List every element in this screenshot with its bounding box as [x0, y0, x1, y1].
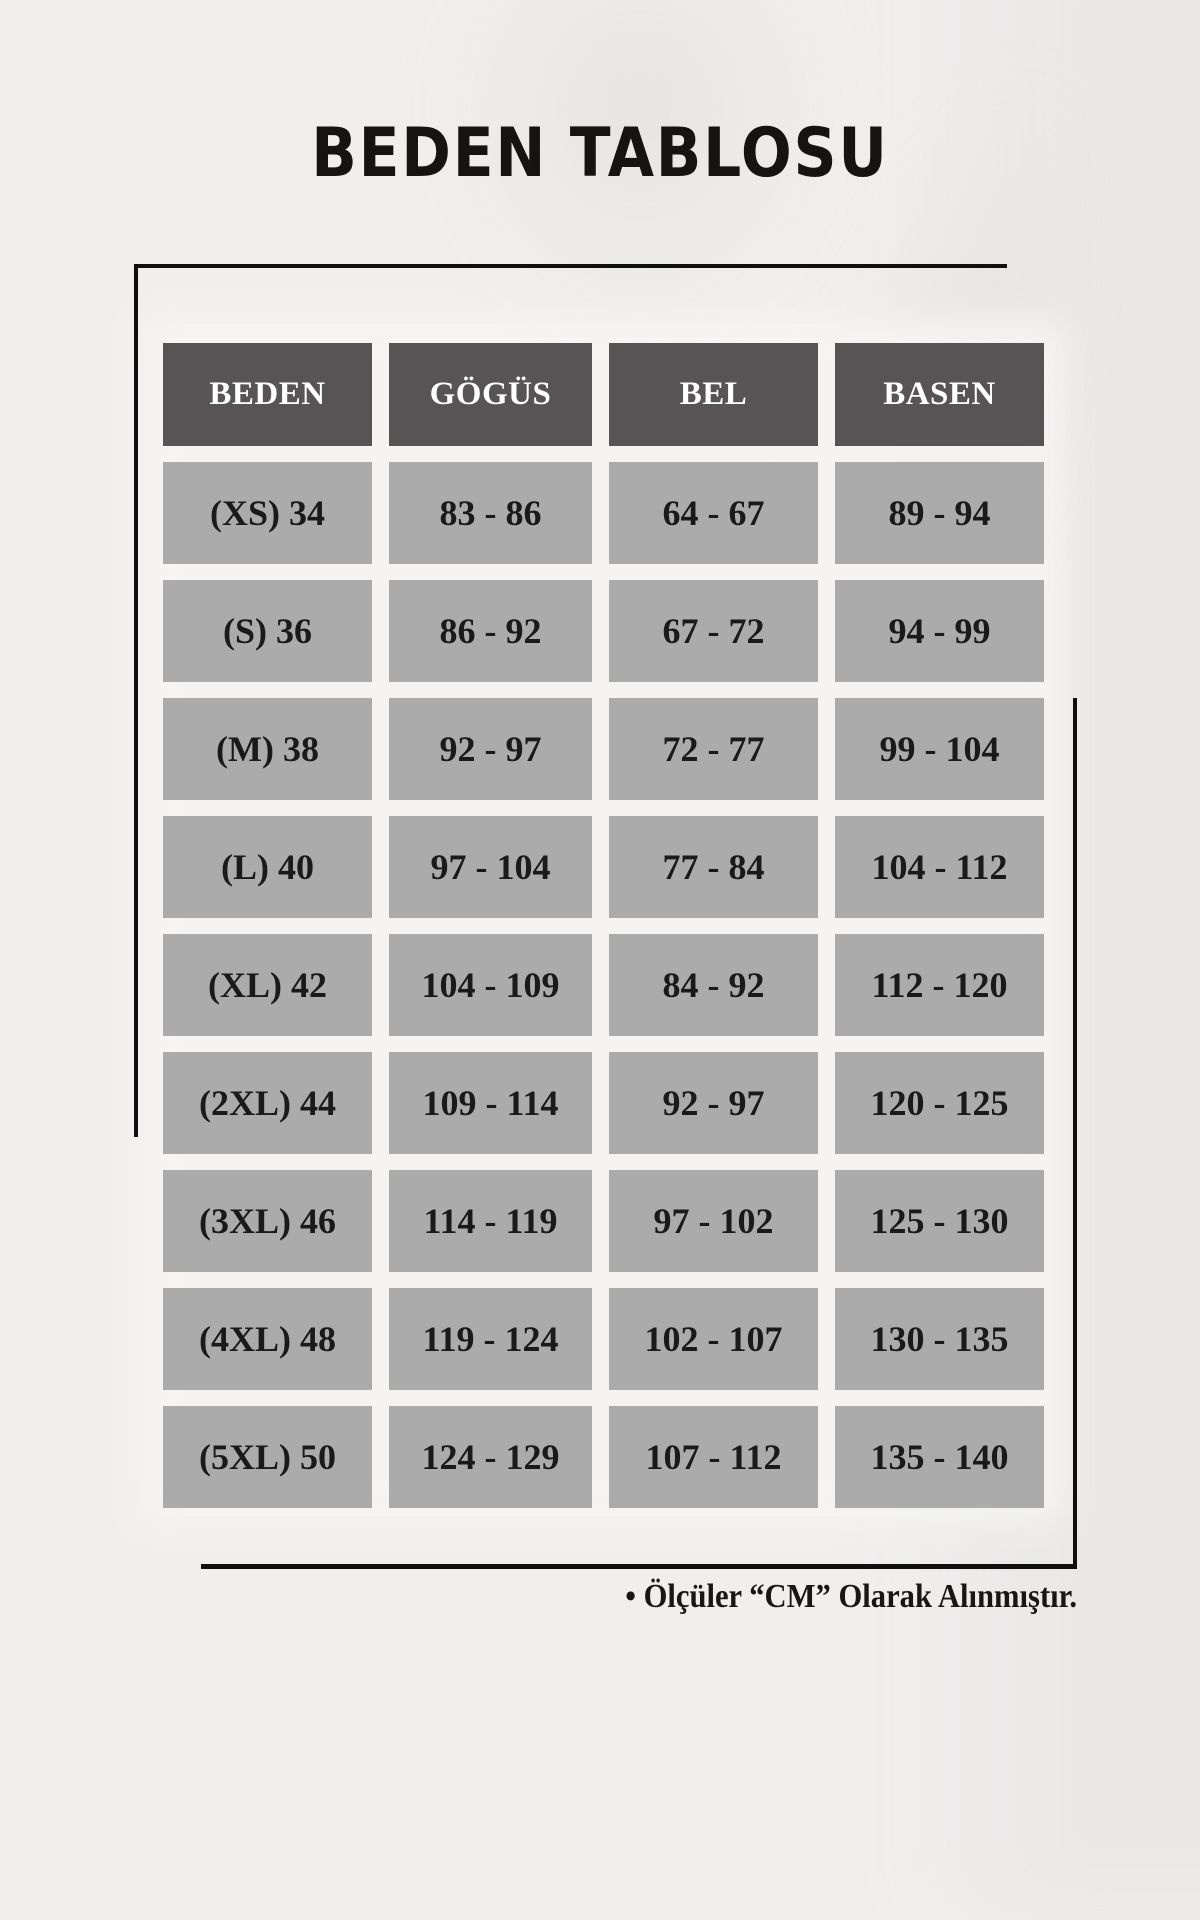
- measurement-cell: 92 - 97: [609, 1052, 818, 1154]
- measurement-cell: 135 - 140: [835, 1406, 1044, 1508]
- header-cell: BEL: [609, 343, 818, 446]
- size-table: BEDEN GÖGÜS BEL BASEN (XS) 34 83 - 86 64 - 67 8…: [163, 343, 1044, 1508]
- measurement-cell: 72 - 77: [609, 698, 818, 800]
- size-label-cell: (L) 40: [163, 816, 372, 918]
- measurement-cell: 94 - 99: [835, 580, 1044, 682]
- measurement-cell: 130 - 135: [835, 1288, 1044, 1390]
- measurement-cell: 89 - 94: [835, 462, 1044, 564]
- size-label-cell: (4XL) 48: [163, 1288, 372, 1390]
- size-label-cell: (XL) 42: [163, 934, 372, 1036]
- size-label-cell: (3XL) 46: [163, 1170, 372, 1272]
- measurement-cell: 104 - 109: [389, 934, 592, 1036]
- measurement-cell: 107 - 112: [609, 1406, 818, 1508]
- size-label-cell: (S) 36: [163, 580, 372, 682]
- frame-line-top: [136, 264, 1007, 268]
- measurement-cell: 77 - 84: [609, 816, 818, 918]
- measurement-cell: 97 - 102: [609, 1170, 818, 1272]
- measurement-note: • Ölçüler “CM” Olarak Alınmıştır.: [625, 1578, 1077, 1615]
- frame-line-right: [1073, 698, 1077, 1569]
- measurement-cell: 67 - 72: [609, 580, 818, 682]
- size-label-cell: (2XL) 44: [163, 1052, 372, 1154]
- page-title: BEDEN TABLOSU: [311, 114, 889, 193]
- header-cell: BASEN: [835, 343, 1044, 446]
- measurement-cell: 114 - 119: [389, 1170, 592, 1272]
- size-label-cell: (XS) 34: [163, 462, 372, 564]
- measurement-cell: 92 - 97: [389, 698, 592, 800]
- header-cell: BEDEN: [163, 343, 372, 446]
- size-label-cell: (M) 38: [163, 698, 372, 800]
- size-label-cell: (5XL) 50: [163, 1406, 372, 1508]
- frame-line-left: [134, 264, 138, 1137]
- header-cell: GÖGÜS: [389, 343, 592, 446]
- measurement-cell: 83 - 86: [389, 462, 592, 564]
- measurement-cell: 102 - 107: [609, 1288, 818, 1390]
- measurement-cell: 120 - 125: [835, 1052, 1044, 1154]
- measurement-cell: 112 - 120: [835, 934, 1044, 1036]
- measurement-cell: 97 - 104: [389, 816, 592, 918]
- measurement-cell: 125 - 130: [835, 1170, 1044, 1272]
- measurement-cell: 104 - 112: [835, 816, 1044, 918]
- measurement-cell: 109 - 114: [389, 1052, 592, 1154]
- measurement-cell: 84 - 92: [609, 934, 818, 1036]
- frame-line-bottom: [201, 1564, 1077, 1569]
- measurement-cell: 99 - 104: [835, 698, 1044, 800]
- measurement-cell: 64 - 67: [609, 462, 818, 564]
- measurement-cell: 86 - 92: [389, 580, 592, 682]
- measurement-cell: 119 - 124: [389, 1288, 592, 1390]
- measurement-cell: 124 - 129: [389, 1406, 592, 1508]
